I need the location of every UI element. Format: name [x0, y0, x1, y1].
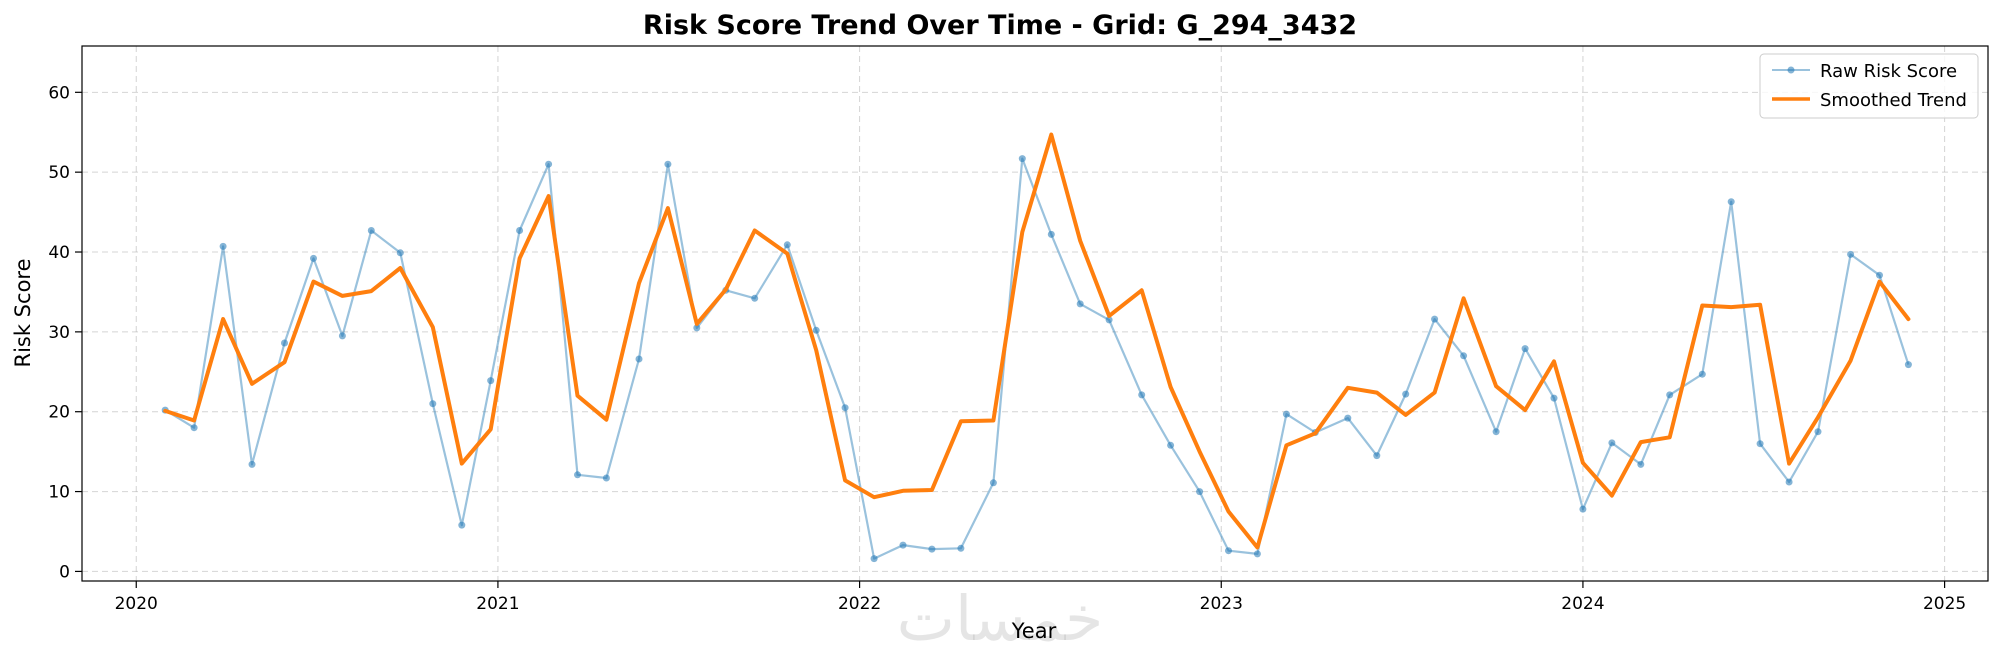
raw-risk-score-point — [458, 521, 466, 529]
legend-box — [1759, 53, 1979, 119]
raw-risk-score-point — [1698, 370, 1706, 378]
legend-raw-label: Raw Risk Score — [1820, 61, 1957, 82]
raw-risk-score-point — [1402, 390, 1410, 398]
x-tick-label: 2021 — [476, 594, 519, 614]
legend-smoothed-label: Smoothed Trend — [1820, 90, 1967, 111]
x-tick-label: 2022 — [838, 594, 881, 614]
raw-risk-score-point — [928, 545, 936, 553]
raw-risk-score-point — [516, 227, 524, 234]
raw-risk-score-point — [841, 404, 849, 412]
raw-risk-score-point — [1225, 547, 1232, 555]
plot-frame — [81, 45, 1989, 582]
raw-risk-score-point — [1608, 439, 1616, 447]
legend-raw-marker — [1787, 66, 1795, 74]
raw-risk-score-point — [1076, 300, 1084, 308]
raw-risk-score-point — [1047, 230, 1055, 238]
y-tick-label: 0 — [59, 562, 70, 582]
raw-risk-score-point — [870, 555, 878, 563]
raw-risk-score-point — [1847, 250, 1855, 258]
legend: Raw Risk Score Smoothed Trend — [1759, 53, 1979, 119]
raw-risk-score-point — [574, 471, 581, 479]
y-axis-label: Risk Score — [11, 258, 35, 367]
raw-risk-score-point — [219, 242, 227, 250]
raw-risk-score-point — [783, 241, 791, 249]
raw-risk-score-point — [1253, 550, 1261, 558]
raw-risk-score-point — [1196, 488, 1204, 496]
raw-risk-score-point — [1876, 271, 1883, 279]
y-tick-label: 10 — [48, 483, 70, 503]
raw-risk-score-point — [1138, 391, 1146, 399]
raw-risk-score-point — [957, 544, 965, 552]
raw-risk-score-point — [602, 474, 610, 482]
raw-risk-score-point — [1814, 428, 1822, 436]
raw-risk-score-point — [1637, 460, 1645, 468]
raw-risk-score-point — [1579, 505, 1587, 513]
raw-risk-score-point — [1492, 428, 1500, 436]
raw-risk-score-line — [164, 157, 1910, 560]
raw-risk-score-point — [1018, 155, 1026, 163]
watermark-text: خمسات — [897, 582, 1104, 655]
x-tick-label: 2020 — [115, 594, 158, 614]
raw-risk-score-point — [1550, 394, 1558, 402]
raw-risk-score-point — [989, 479, 997, 487]
raw-risk-score-point — [190, 424, 198, 432]
raw-risk-score-point — [1904, 361, 1912, 369]
raw-risk-score-point — [338, 332, 346, 340]
raw-risk-score-point — [1344, 414, 1352, 422]
raw-risk-score-point — [693, 324, 701, 332]
raw-risk-score-point — [281, 339, 288, 347]
raw-risk-score-point — [1431, 315, 1439, 323]
y-tick-label: 20 — [48, 403, 70, 423]
x-axis-label: Year — [1011, 619, 1057, 643]
raw-risk-score-point — [1282, 410, 1290, 418]
raw-risk-score-point — [1727, 198, 1735, 206]
y-tick-label: 60 — [48, 83, 70, 103]
raw-risk-score-point — [545, 160, 553, 168]
raw-risk-score-point — [429, 400, 437, 408]
plot-series — [161, 132, 1912, 563]
raw-risk-score-point — [664, 160, 672, 168]
raw-risk-score-point — [635, 355, 643, 363]
raw-risk-score-point — [812, 326, 820, 334]
raw-risk-score-point — [487, 377, 495, 385]
raw-risk-score-point — [1460, 352, 1468, 360]
y-tick-label: 50 — [48, 163, 70, 183]
y-tick-label: 30 — [48, 323, 70, 343]
smoothed-trend-line — [163, 132, 1911, 550]
raw-risk-score-point — [1167, 441, 1175, 449]
raw-risk-score-point — [396, 249, 404, 257]
chart-title: Risk Score Trend Over Time - Grid: G_294… — [643, 10, 1357, 41]
raw-risk-score-point — [1756, 440, 1764, 448]
raw-risk-score-point — [1373, 452, 1381, 460]
x-tick-label: 2025 — [1923, 594, 1966, 614]
raw-risk-score-point — [367, 227, 375, 234]
raw-risk-score-point — [899, 541, 907, 549]
raw-risk-score-point — [310, 254, 317, 262]
axis-ticks: 2020 2021 2022 2023 2024 2025 0 10 20 30 40 50 60 — [48, 83, 1966, 614]
raw-risk-score-point — [1105, 316, 1113, 324]
x-tick-label: 2023 — [1200, 594, 1243, 614]
raw-risk-score-point — [1521, 345, 1529, 353]
raw-risk-score-point — [248, 460, 256, 468]
raw-risk-score-point — [751, 294, 759, 302]
x-tick-label: 2024 — [1561, 594, 1604, 614]
raw-risk-score-point — [1666, 391, 1674, 399]
raw-risk-score-point — [1785, 478, 1793, 486]
y-tick-label: 40 — [48, 243, 70, 263]
grid-lines — [82, 46, 1988, 581]
